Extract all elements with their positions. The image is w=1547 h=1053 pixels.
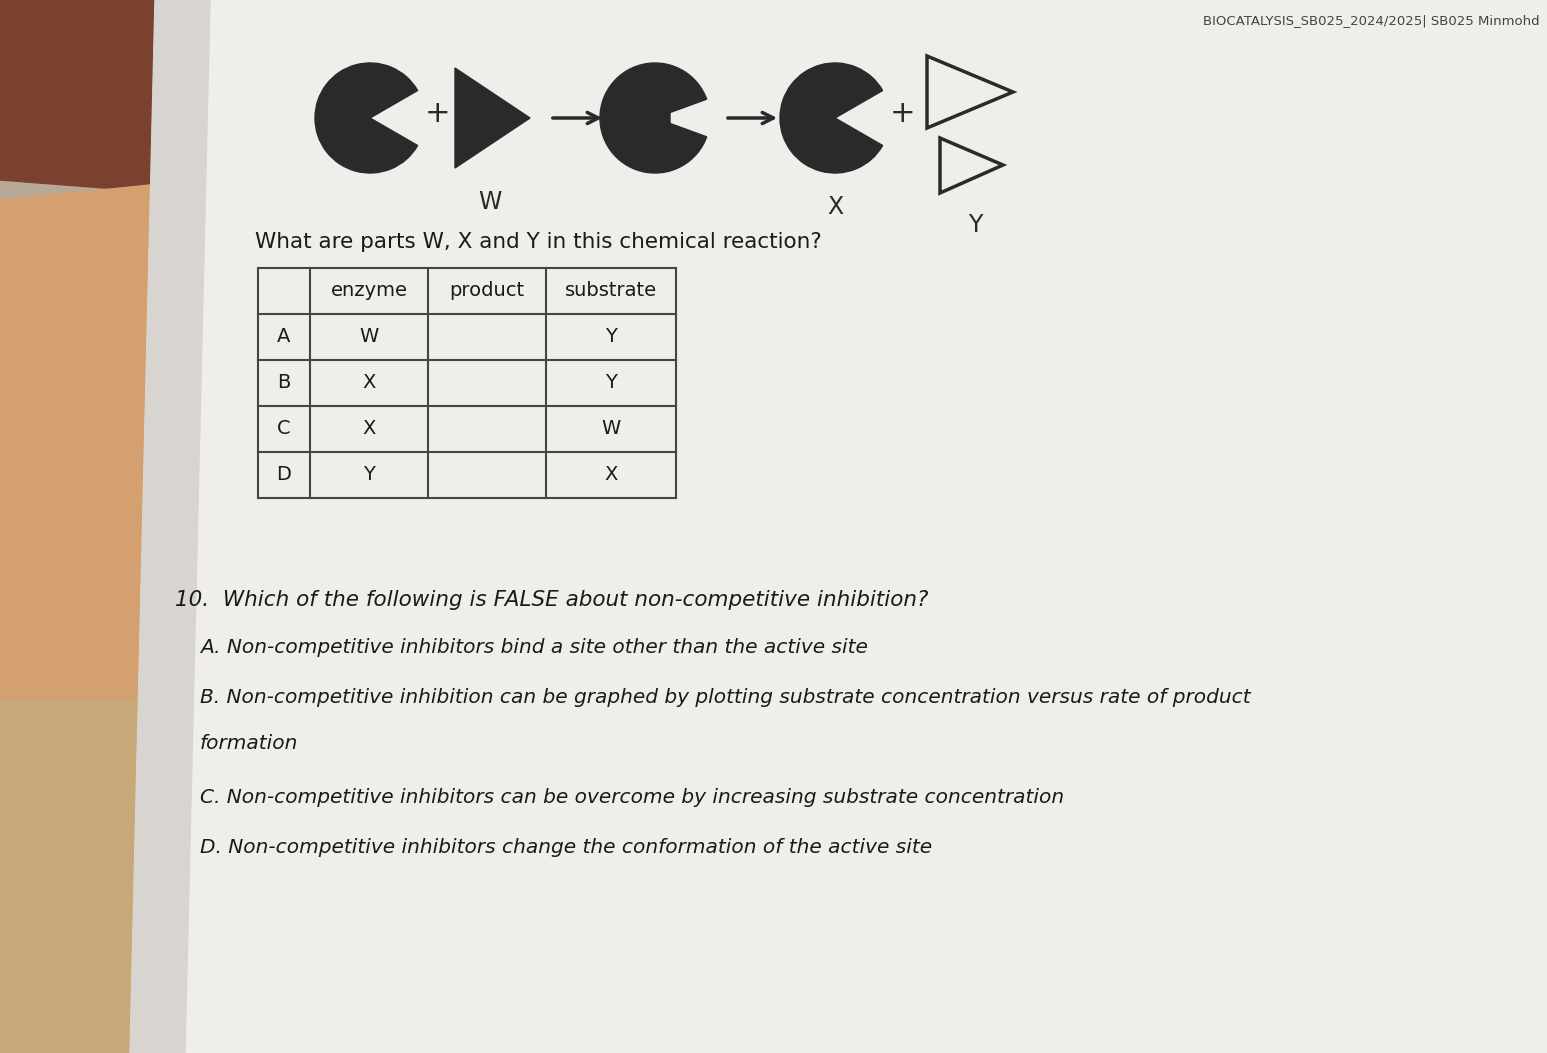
Text: X: X [362, 419, 376, 438]
Text: W: W [359, 327, 379, 346]
Text: What are parts W, X and Y in this chemical reaction?: What are parts W, X and Y in this chemic… [255, 232, 821, 252]
Text: product: product [450, 281, 524, 300]
Text: D. Non-competitive inhibitors change the conformation of the active site: D. Non-competitive inhibitors change the… [200, 838, 933, 857]
Text: X: X [828, 195, 843, 219]
Polygon shape [130, 0, 210, 1053]
Text: formation: formation [200, 734, 299, 753]
Wedge shape [600, 63, 707, 173]
Text: +: + [890, 99, 916, 127]
Text: D: D [277, 465, 291, 484]
Text: W: W [478, 190, 501, 214]
Polygon shape [0, 700, 179, 1053]
Polygon shape [130, 0, 1547, 1053]
Text: C. Non-competitive inhibitors can be overcome by increasing substrate concentrat: C. Non-competitive inhibitors can be ove… [200, 788, 1064, 807]
Text: Y: Y [605, 374, 617, 393]
Text: +: + [425, 99, 450, 127]
Text: A. Non-competitive inhibitors bind a site other than the active site: A. Non-competitive inhibitors bind a sit… [200, 638, 868, 657]
Text: Y: Y [364, 465, 374, 484]
Text: Y: Y [605, 327, 617, 346]
Text: C: C [277, 419, 291, 438]
Text: B: B [277, 374, 291, 393]
Wedge shape [316, 63, 418, 173]
Text: B. Non-competitive inhibition can be graphed by plotting substrate concentration: B. Non-competitive inhibition can be gra… [200, 688, 1250, 707]
Wedge shape [780, 63, 883, 173]
Text: X: X [605, 465, 617, 484]
Polygon shape [0, 180, 231, 850]
Text: substrate: substrate [565, 281, 657, 300]
Polygon shape [625, 90, 670, 146]
Text: Y: Y [968, 213, 982, 237]
Text: A: A [277, 327, 291, 346]
Text: W: W [602, 419, 620, 438]
Text: enzyme: enzyme [331, 281, 407, 300]
Polygon shape [0, 0, 320, 200]
Text: X: X [362, 374, 376, 393]
Text: 10.  Which of the following is FALSE about non-competitive inhibition?: 10. Which of the following is FALSE abou… [175, 590, 928, 610]
Text: BIOCATALYSIS_SB025_2024/2025| SB025 Minmohd: BIOCATALYSIS_SB025_2024/2025| SB025 Minm… [1204, 14, 1539, 27]
Polygon shape [455, 68, 531, 168]
